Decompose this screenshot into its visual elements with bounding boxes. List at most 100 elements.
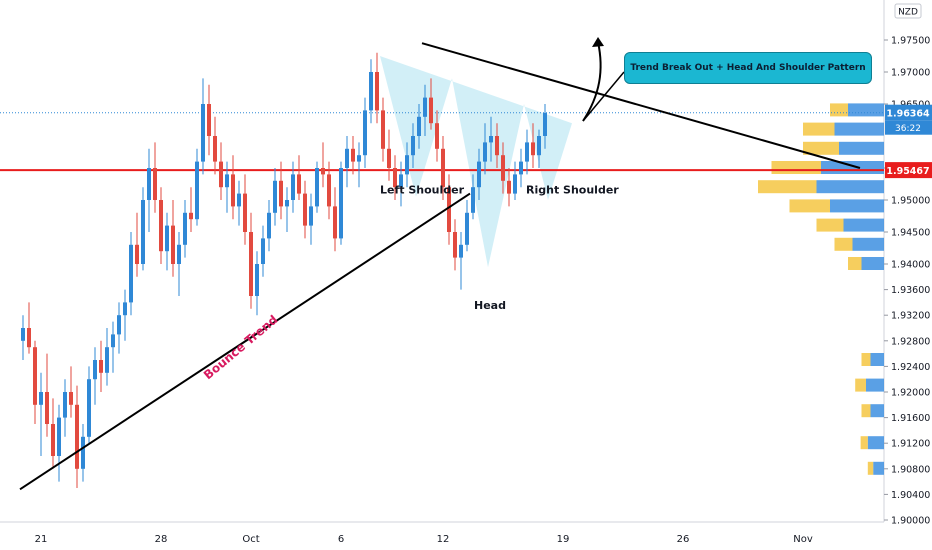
candle-body	[417, 116, 421, 136]
volume-profile-sell	[861, 404, 871, 418]
candle-body	[231, 174, 235, 207]
x-tick-label: 26	[677, 534, 690, 545]
volume-profile-buy	[852, 237, 884, 251]
candle-body	[381, 110, 385, 149]
candle-body	[357, 155, 361, 162]
volume-profile-sell	[758, 180, 817, 194]
candle-body	[477, 161, 481, 188]
candle-body	[195, 161, 199, 220]
candle-body	[309, 206, 313, 226]
candle-body	[177, 244, 181, 264]
candle-body	[333, 206, 337, 239]
x-tick-label: 12	[437, 534, 450, 545]
candle-body	[207, 104, 211, 136]
candle-body	[159, 200, 163, 252]
breakout-arrow	[582, 41, 602, 122]
candle-body	[237, 193, 241, 207]
candle-body	[189, 212, 193, 220]
breakout-arrow-head	[592, 37, 604, 47]
y-tick-label: 1.93200	[891, 311, 930, 322]
candle-body	[471, 187, 475, 213]
candle-body	[261, 238, 265, 264]
candle-body	[219, 161, 223, 188]
candle-body	[243, 193, 247, 232]
candle-body	[135, 244, 139, 264]
candle-body	[531, 142, 535, 156]
y-tick-label: 1.93600	[891, 285, 930, 296]
candle-body	[543, 112, 547, 136]
volume-profile-buy	[848, 103, 884, 117]
y-tick-label: 1.91200	[891, 439, 930, 450]
y-tick-label: 1.92800	[891, 336, 930, 347]
candle-body	[45, 392, 49, 424]
y-tick-label: 1.95000	[891, 196, 930, 207]
candle-body	[303, 193, 307, 226]
candle-body	[69, 392, 73, 405]
candle-body	[489, 136, 493, 143]
candle-body	[435, 123, 439, 149]
label-left-shoulder: Left Shoulder	[380, 184, 465, 197]
candle-body	[405, 155, 409, 175]
volume-profile-buy	[834, 122, 884, 136]
candle-body	[75, 404, 79, 469]
candle-body	[105, 347, 109, 373]
candle-body	[111, 334, 115, 348]
candle-body	[51, 424, 55, 456]
current-price-tag	[885, 104, 932, 121]
candle-body	[93, 360, 97, 380]
candle-body	[81, 436, 85, 469]
candle-body	[21, 328, 25, 341]
currency-badge: NZD	[898, 8, 918, 18]
candle-body	[165, 225, 169, 252]
volume-profile-sell	[855, 378, 866, 392]
candle-body	[369, 72, 373, 111]
candle-body	[39, 392, 43, 405]
candle-body	[387, 148, 391, 168]
candle-body	[129, 244, 133, 303]
volume-profile-sell	[861, 353, 871, 366]
candle-body	[399, 174, 403, 188]
candle-body	[213, 136, 217, 162]
countdown-label: 36:22	[895, 124, 921, 134]
trendline-bounce-trend	[19, 192, 471, 491]
volume-profile-buy	[816, 180, 884, 194]
candle-body	[183, 212, 187, 245]
candle-body	[279, 180, 283, 207]
volume-profile-buy	[870, 353, 884, 366]
candle-body	[225, 174, 229, 188]
candle-body	[351, 148, 355, 162]
candle-body	[375, 72, 379, 111]
x-tick-label: 28	[155, 534, 168, 545]
volume-profile-sell	[803, 141, 839, 155]
pattern-callout: Trend Break Out + Head And Shoulder Patt…	[624, 52, 872, 84]
volume-profile-buy	[839, 141, 884, 155]
callout-pointer	[582, 71, 625, 122]
y-tick-label: 1.97500	[891, 36, 930, 47]
candle-body	[339, 168, 343, 239]
candle-body	[537, 136, 541, 156]
candle-body	[507, 180, 511, 194]
candle-body	[447, 187, 451, 232]
y-tick-label: 1.91600	[891, 413, 930, 424]
currency-badge-box	[894, 3, 922, 19]
candle-body	[459, 244, 463, 258]
trendline-descending-resistance	[421, 42, 861, 169]
candle-body	[63, 392, 67, 418]
candle-body	[327, 174, 331, 207]
candle-body	[501, 155, 505, 181]
candle-body	[429, 97, 433, 124]
volume-profile-buy	[873, 461, 884, 475]
candle-body	[171, 225, 175, 264]
volume-profile-buy	[870, 404, 884, 418]
x-tick-label: Oct	[242, 534, 259, 545]
candle-body	[453, 232, 457, 258]
volume-profile-buy	[867, 436, 884, 450]
candle-body	[519, 161, 523, 175]
volume-profile-buy	[866, 378, 884, 392]
candle-body	[393, 168, 397, 188]
volume-profile-buy	[830, 199, 884, 213]
candle-body	[495, 136, 499, 156]
candle-body	[291, 174, 295, 200]
x-tick-label: 19	[557, 534, 570, 545]
